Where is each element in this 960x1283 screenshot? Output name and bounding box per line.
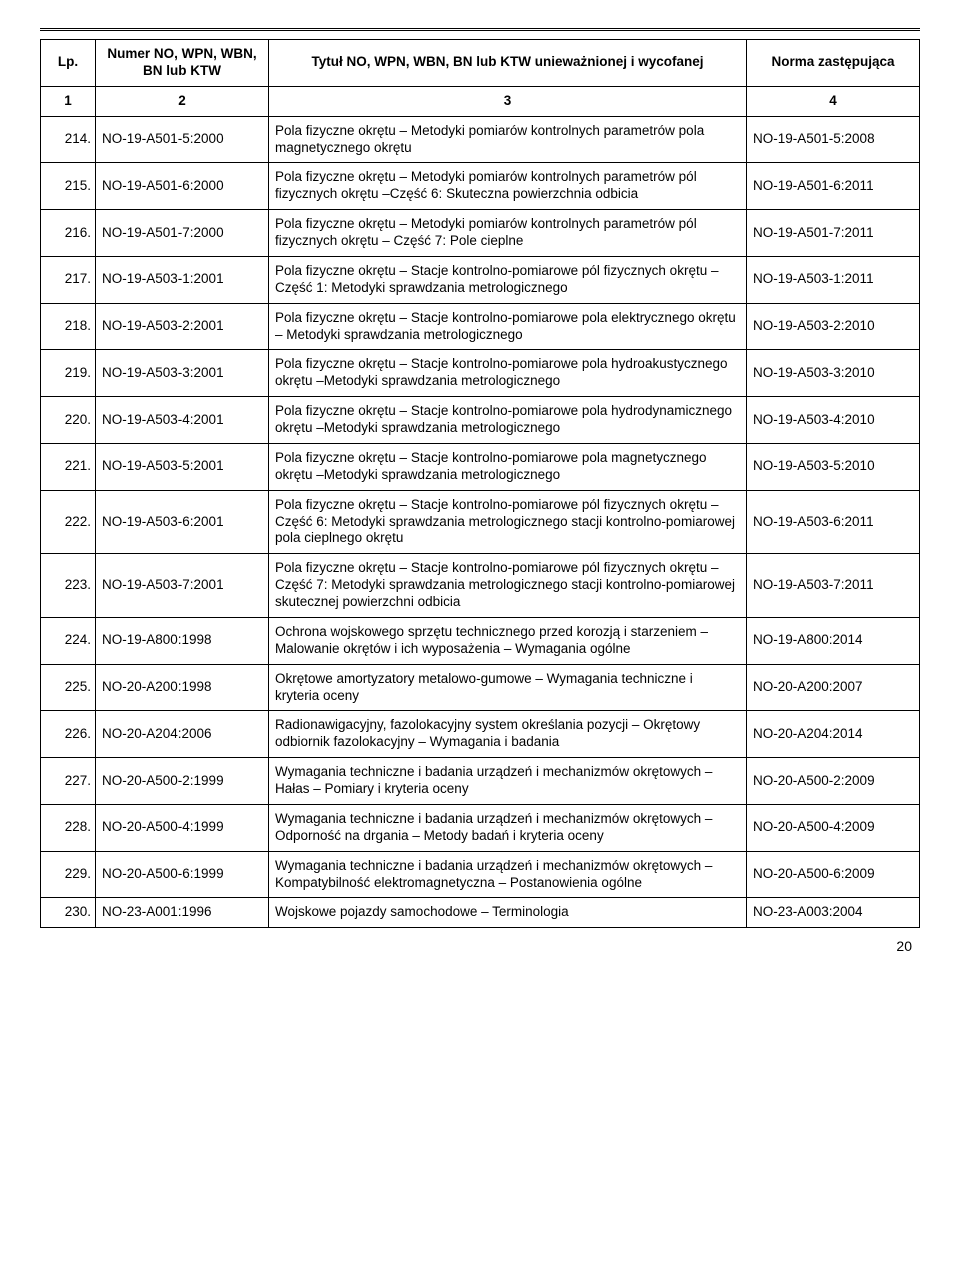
cell-rep: NO-19-A503-5:2010 (747, 443, 920, 490)
cell-lp: 220. (41, 397, 96, 444)
cell-lp: 229. (41, 851, 96, 898)
cell-num: NO-19-A503-3:2001 (96, 350, 269, 397)
cell-rep: NO-19-A800:2014 (747, 617, 920, 664)
cell-title: Pola fizyczne okrętu – Stacje kontrolno-… (269, 443, 747, 490)
header-num: Numer NO, WPN, WBN, BN lub KTW (96, 40, 269, 87)
cell-lp: 222. (41, 490, 96, 554)
table-row: 224.NO-19-A800:1998Ochrona wojskowego sp… (41, 617, 920, 664)
cell-lp: 224. (41, 617, 96, 664)
cell-num: NO-20-A500-4:1999 (96, 804, 269, 851)
cell-rep: NO-19-A503-6:2011 (747, 490, 920, 554)
cell-title: Okrętowe amortyzatory metalowo-gumowe – … (269, 664, 747, 711)
table-row: 216.NO-19-A501-7:2000Pola fizyczne okręt… (41, 210, 920, 257)
table-row: 215.NO-19-A501-6:2000Pola fizyczne okręt… (41, 163, 920, 210)
cell-lp: 214. (41, 116, 96, 163)
table-row: 226.NO-20-A204:2006Radionawigacyjny, faz… (41, 711, 920, 758)
table-row: 225.NO-20-A200:1998Okrętowe amortyzatory… (41, 664, 920, 711)
table-row: 214.NO-19-A501-5:2000Pola fizyczne okręt… (41, 116, 920, 163)
cell-num: NO-19-A503-2:2001 (96, 303, 269, 350)
table-row: 219.NO-19-A503-3:2001Pola fizyczne okręt… (41, 350, 920, 397)
cell-rep: NO-19-A503-2:2010 (747, 303, 920, 350)
table-row: 229.NO-20-A500-6:1999Wymagania techniczn… (41, 851, 920, 898)
cell-title: Wymagania techniczne i badania urządzeń … (269, 851, 747, 898)
cell-num: NO-19-A503-6:2001 (96, 490, 269, 554)
cell-num: NO-19-A501-5:2000 (96, 116, 269, 163)
cell-title: Pola fizyczne okrętu – Metodyki pomiarów… (269, 163, 747, 210)
table-row: 220.NO-19-A503-4:2001Pola fizyczne okręt… (41, 397, 920, 444)
cell-title: Pola fizyczne okrętu – Metodyki pomiarów… (269, 116, 747, 163)
cell-title: Radionawigacyjny, fazolokacyjny system o… (269, 711, 747, 758)
subheader-1: 1 (41, 86, 96, 116)
table-row: 217.NO-19-A503-1:2001Pola fizyczne okręt… (41, 256, 920, 303)
table-row: 221.NO-19-A503-5:2001Pola fizyczne okręt… (41, 443, 920, 490)
cell-lp: 230. (41, 898, 96, 928)
header-row: Lp. Numer NO, WPN, WBN, BN lub KTW Tytuł… (41, 40, 920, 87)
cell-num: NO-19-A503-1:2001 (96, 256, 269, 303)
cell-rep: NO-19-A503-7:2011 (747, 554, 920, 618)
cell-title: Pola fizyczne okrętu – Stacje kontrolno-… (269, 256, 747, 303)
cell-title: Pola fizyczne okrętu – Metodyki pomiarów… (269, 210, 747, 257)
table-row: 228.NO-20-A500-4:1999Wymagania techniczn… (41, 804, 920, 851)
cell-title: Wymagania techniczne i badania urządzeń … (269, 804, 747, 851)
cell-lp: 226. (41, 711, 96, 758)
cell-lp: 221. (41, 443, 96, 490)
cell-lp: 219. (41, 350, 96, 397)
cell-lp: 218. (41, 303, 96, 350)
cell-num: NO-19-A503-4:2001 (96, 397, 269, 444)
table-row: 222.NO-19-A503-6:2001Pola fizyczne okręt… (41, 490, 920, 554)
cell-rep: NO-20-A200:2007 (747, 664, 920, 711)
subheader-2: 2 (96, 86, 269, 116)
cell-num: NO-20-A500-2:1999 (96, 758, 269, 805)
cell-rep: NO-19-A503-3:2010 (747, 350, 920, 397)
cell-title: Wojskowe pojazdy samochodowe – Terminolo… (269, 898, 747, 928)
sub-header-row: 1 2 3 4 (41, 86, 920, 116)
cell-title: Pola fizyczne okrętu – Stacje kontrolno-… (269, 554, 747, 618)
cell-title: Ochrona wojskowego sprzętu technicznego … (269, 617, 747, 664)
cell-num: NO-23-A001:1996 (96, 898, 269, 928)
cell-lp: 223. (41, 554, 96, 618)
table-row: 223.NO-19-A503-7:2001Pola fizyczne okręt… (41, 554, 920, 618)
cell-num: NO-19-A800:1998 (96, 617, 269, 664)
cell-num: NO-19-A503-5:2001 (96, 443, 269, 490)
standards-table: Lp. Numer NO, WPN, WBN, BN lub KTW Tytuł… (40, 39, 920, 928)
cell-rep: NO-19-A503-4:2010 (747, 397, 920, 444)
cell-rep: NO-20-A500-4:2009 (747, 804, 920, 851)
cell-title: Pola fizyczne okrętu – Stacje kontrolno-… (269, 490, 747, 554)
cell-rep: NO-20-A500-2:2009 (747, 758, 920, 805)
cell-title: Pola fizyczne okrętu – Stacje kontrolno-… (269, 397, 747, 444)
cell-num: NO-19-A503-7:2001 (96, 554, 269, 618)
page-number: 20 (40, 938, 920, 954)
cell-rep: NO-19-A501-6:2011 (747, 163, 920, 210)
cell-num: NO-19-A501-6:2000 (96, 163, 269, 210)
subheader-4: 4 (747, 86, 920, 116)
header-title: Tytuł NO, WPN, WBN, BN lub KTW unieważni… (269, 40, 747, 87)
subheader-3: 3 (269, 86, 747, 116)
cell-title: Wymagania techniczne i badania urządzeń … (269, 758, 747, 805)
cell-title: Pola fizyczne okrętu – Stacje kontrolno-… (269, 303, 747, 350)
cell-lp: 217. (41, 256, 96, 303)
cell-lp: 227. (41, 758, 96, 805)
cell-rep: NO-23-A003:2004 (747, 898, 920, 928)
cell-rep: NO-19-A501-5:2008 (747, 116, 920, 163)
cell-lp: 216. (41, 210, 96, 257)
cell-num: NO-19-A501-7:2000 (96, 210, 269, 257)
table-row: 230.NO-23-A001:1996Wojskowe pojazdy samo… (41, 898, 920, 928)
table-row: 227.NO-20-A500-2:1999Wymagania techniczn… (41, 758, 920, 805)
cell-lp: 215. (41, 163, 96, 210)
cell-rep: NO-19-A501-7:2011 (747, 210, 920, 257)
table-body: 214.NO-19-A501-5:2000Pola fizyczne okręt… (41, 116, 920, 928)
cell-lp: 225. (41, 664, 96, 711)
table-row: 218.NO-19-A503-2:2001Pola fizyczne okręt… (41, 303, 920, 350)
cell-num: NO-20-A200:1998 (96, 664, 269, 711)
cell-title: Pola fizyczne okrętu – Stacje kontrolno-… (269, 350, 747, 397)
cell-rep: NO-20-A500-6:2009 (747, 851, 920, 898)
cell-rep: NO-20-A204:2014 (747, 711, 920, 758)
header-lp: Lp. (41, 40, 96, 87)
header-rep: Norma zastępująca (747, 40, 920, 87)
cell-num: NO-20-A204:2006 (96, 711, 269, 758)
top-double-rule (40, 28, 920, 31)
cell-lp: 228. (41, 804, 96, 851)
cell-num: NO-20-A500-6:1999 (96, 851, 269, 898)
cell-rep: NO-19-A503-1:2011 (747, 256, 920, 303)
